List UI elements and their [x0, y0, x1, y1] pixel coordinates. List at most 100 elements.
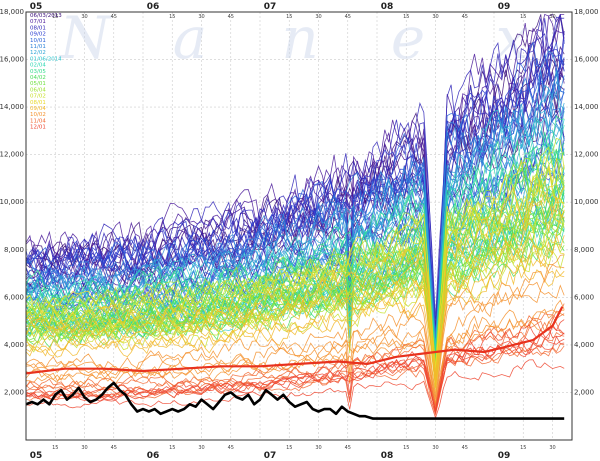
series-line	[25, 64, 565, 337]
series-line	[25, 319, 565, 414]
highlight-series-line	[25, 381, 565, 420]
x-minute-label-bottom: 45	[228, 445, 234, 451]
legend-entry: 11/01	[30, 44, 46, 50]
series-line	[25, 326, 565, 411]
watermark-letter: e	[391, 4, 425, 72]
x-minute-label-bottom: 30	[549, 445, 555, 451]
x-hour-label: 05	[30, 451, 43, 461]
y-tick-label-left: 10,000	[0, 198, 24, 206]
x-minute-label-top: 45	[462, 14, 468, 20]
y-tick-label-left: 4,000	[4, 341, 24, 349]
legend-entry: 06/04	[30, 87, 46, 93]
series-line	[25, 204, 565, 378]
series-line	[25, 244, 565, 393]
y-tick-label-left: 8,000	[4, 246, 24, 254]
series-line	[25, 203, 565, 372]
series-line	[25, 70, 565, 351]
x-minute-label-top: 45	[345, 14, 351, 20]
y-tick-label-left: 16,000	[0, 56, 24, 64]
x-hour-label: 06	[147, 451, 160, 461]
x-hour-label: 05	[30, 2, 43, 12]
plot-frame	[25, 11, 573, 441]
x-minute-label-bottom: 30	[81, 445, 87, 451]
x-minute-label-bottom: 15	[169, 445, 175, 451]
legend-entry: 02/04	[30, 63, 46, 69]
legend-entry: 04/02	[30, 75, 46, 81]
series-line	[25, 46, 565, 351]
x-minute-label-top: 30	[198, 14, 204, 20]
x-minute-label-top: 15	[169, 14, 175, 20]
x-minute-label-bottom: 15	[52, 445, 58, 451]
series-line	[25, 299, 565, 405]
x-minute-label-top: 30	[81, 14, 87, 20]
series-line	[25, 257, 565, 388]
x-hour-label: 09	[498, 451, 511, 461]
x-minute-label-bottom: 15	[403, 445, 409, 451]
legend-entry: 08/01	[30, 25, 46, 31]
legend-entry: 03/05	[30, 69, 46, 75]
series-line	[25, 230, 565, 379]
series-line	[25, 176, 565, 370]
series-line	[25, 337, 565, 411]
x-minute-label-bottom: 45	[345, 445, 351, 451]
x-minute-label-bottom: 15	[286, 445, 292, 451]
series-line	[25, 211, 565, 384]
series-line	[25, 146, 565, 370]
y-tick-label-right: 6,000	[574, 293, 594, 301]
series-group	[25, 13, 565, 420]
legend-entry: 08/01	[30, 100, 46, 106]
x-minute-label-top: 15	[403, 14, 409, 20]
legend-entry: 10/02	[30, 112, 46, 118]
series-line	[25, 30, 565, 343]
legend-entry: 01/06/2014	[30, 56, 62, 62]
x-hour-label: 08	[381, 451, 394, 461]
y-tick-label-right: 2,000	[574, 388, 594, 396]
watermark-letter: x	[496, 4, 529, 72]
series-line	[25, 186, 565, 377]
series-line	[25, 343, 565, 417]
x-minute-label-bottom: 30	[198, 445, 204, 451]
x-hour-label: 08	[381, 2, 394, 12]
y-tick-label-right: 8,000	[574, 246, 594, 254]
x-minute-label-top: 15	[52, 14, 58, 20]
series-line	[25, 30, 565, 336]
x-minute-label-top: 30	[549, 14, 555, 20]
series-line	[25, 56, 565, 340]
x-minute-label-bottom: 30	[315, 445, 321, 451]
y-tick-label-right: 18,000	[574, 8, 599, 16]
series-line	[25, 185, 565, 378]
series-line	[25, 234, 565, 386]
series-line	[25, 174, 565, 374]
legend-entry: 12/01	[30, 125, 46, 131]
y-tick-label-right: 12,000	[574, 151, 599, 159]
legend-entry: 10/01	[30, 38, 46, 44]
x-minute-label-bottom: 45	[462, 445, 468, 451]
series-line	[25, 14, 565, 334]
x-minute-label-top: 15	[286, 14, 292, 20]
y-tick-label-left: 14,000	[0, 103, 24, 111]
legend-entry: 07/01	[30, 19, 46, 25]
series-line	[25, 254, 565, 400]
series-line	[25, 119, 565, 356]
series-line	[25, 159, 565, 369]
y-tick-label-left: 2,000	[4, 388, 24, 396]
highlight-series-group	[25, 306, 565, 420]
x-minute-label-top: 45	[111, 14, 117, 20]
x-minute-label-top: 15	[520, 14, 526, 20]
y-tick-label-left: 18,000	[0, 8, 24, 16]
legend: 06/03/201307/0108/0109/0210/0111/0112/02…	[30, 13, 62, 131]
y-tick-label-right: 14,000	[574, 103, 599, 111]
series-line	[25, 326, 565, 414]
watermark-letter: N	[58, 4, 113, 72]
watermark-letter: n	[281, 4, 318, 72]
watermark-letter: a	[173, 4, 208, 72]
legend-entry: 05/01	[30, 81, 46, 87]
x-minute-label-bottom: 45	[111, 445, 117, 451]
y-tick-label-right: 4,000	[574, 341, 594, 349]
x-minute-label-top: 45	[228, 14, 234, 20]
x-minute-label-bottom: 15	[520, 445, 526, 451]
legend-entry: 07/02	[30, 94, 46, 100]
